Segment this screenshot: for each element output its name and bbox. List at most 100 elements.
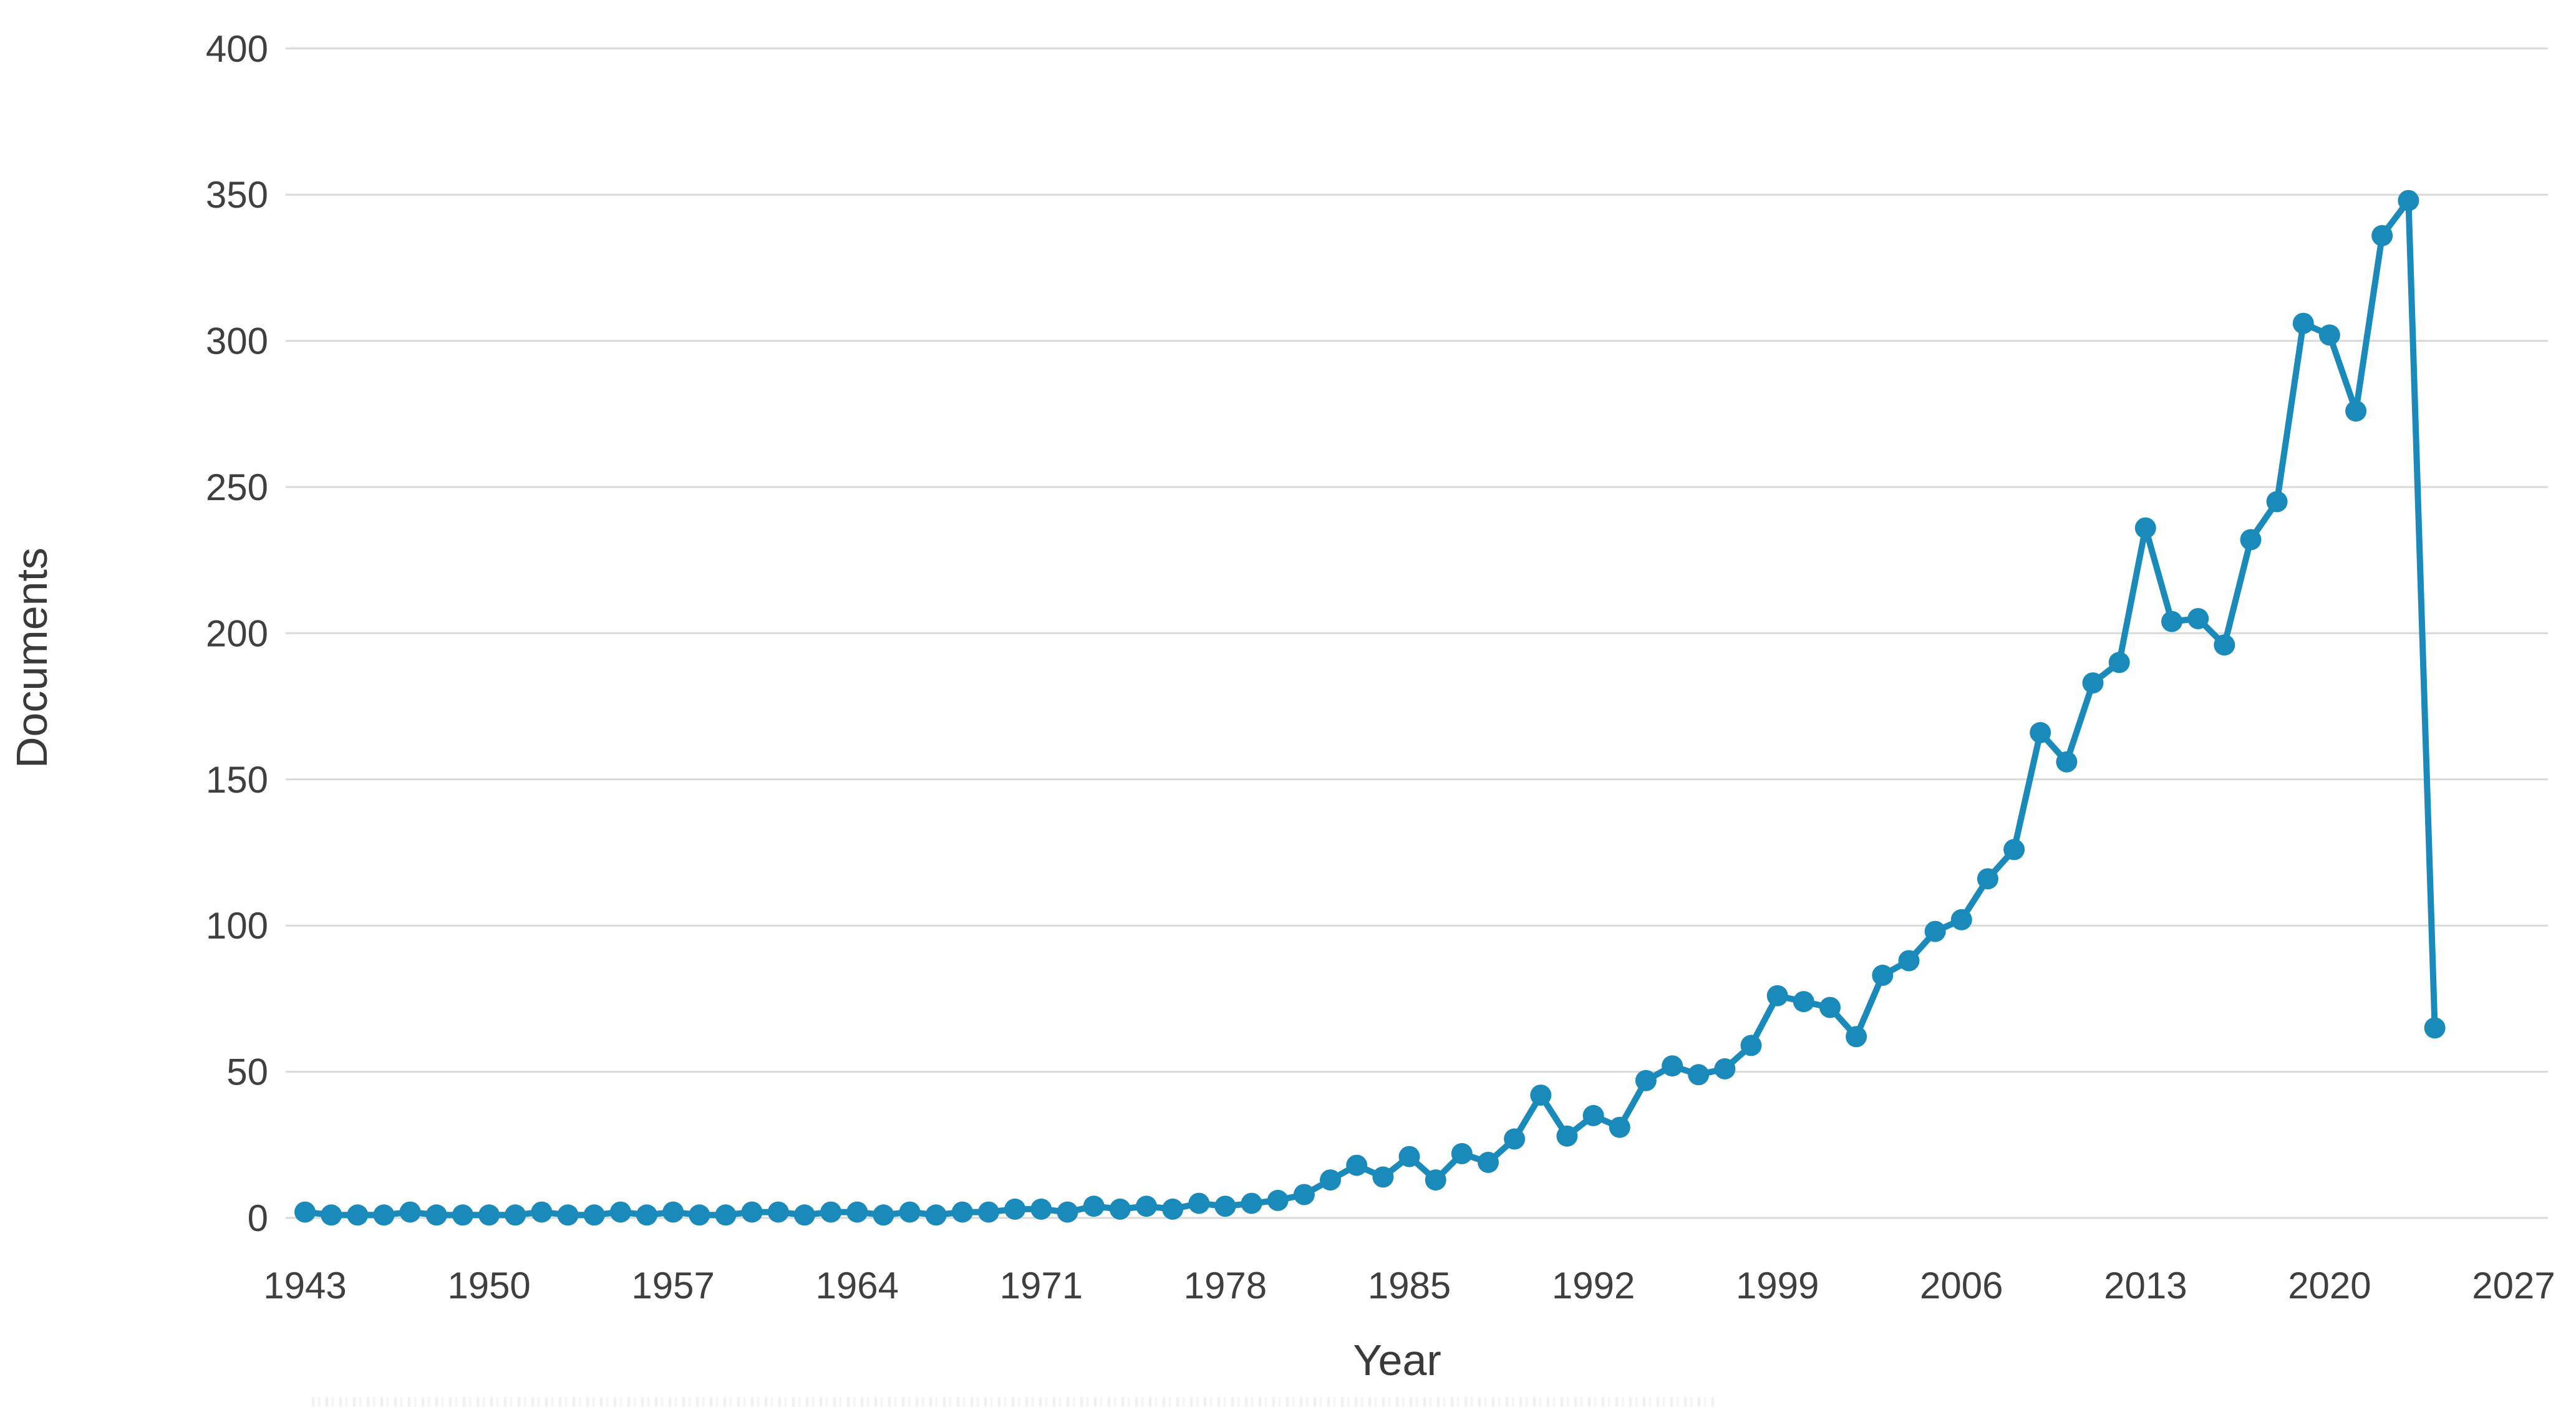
- data-point[interactable]: [1582, 1104, 1604, 1126]
- data-point[interactable]: [1057, 1201, 1078, 1223]
- data-point[interactable]: [347, 1204, 369, 1226]
- x-tick-label: 1992: [1552, 1265, 1635, 1306]
- data-point[interactable]: [899, 1201, 921, 1223]
- data-point[interactable]: [2030, 722, 2051, 743]
- data-point[interactable]: [1924, 920, 1946, 942]
- y-tick-label: 0: [248, 1197, 268, 1239]
- data-point[interactable]: [2056, 751, 2078, 773]
- data-point[interactable]: [1320, 1169, 1341, 1191]
- data-point[interactable]: [2345, 400, 2367, 422]
- data-point[interactable]: [873, 1204, 894, 1226]
- data-point[interactable]: [1635, 1070, 1657, 1091]
- data-point[interactable]: [1083, 1195, 1105, 1217]
- data-point[interactable]: [636, 1204, 657, 1226]
- data-point[interactable]: [2161, 611, 2182, 632]
- x-tick-label: 1950: [447, 1265, 530, 1306]
- data-point[interactable]: [1136, 1195, 1157, 1217]
- data-point[interactable]: [2187, 608, 2209, 629]
- data-point[interactable]: [1950, 909, 1972, 930]
- y-tick-label: 200: [206, 612, 268, 654]
- data-point[interactable]: [1162, 1198, 1184, 1220]
- data-point[interactable]: [1425, 1169, 1446, 1191]
- data-point[interactable]: [2424, 1017, 2446, 1039]
- data-point[interactable]: [505, 1204, 526, 1226]
- data-point[interactable]: [2214, 634, 2235, 656]
- gridline-group: [286, 47, 2548, 1219]
- data-point[interactable]: [1714, 1058, 1736, 1079]
- data-point[interactable]: [1819, 997, 1841, 1018]
- y-tick-label: 400: [206, 28, 268, 70]
- data-point[interactable]: [1740, 1035, 1762, 1056]
- data-point[interactable]: [452, 1204, 473, 1226]
- data-point[interactable]: [1346, 1154, 1368, 1176]
- y-tick-label: 150: [206, 759, 268, 801]
- data-point[interactable]: [1109, 1198, 1131, 1220]
- data-point[interactable]: [1188, 1192, 1210, 1214]
- data-point[interactable]: [2003, 839, 2025, 861]
- data-point[interactable]: [1214, 1195, 1236, 1217]
- data-point[interactable]: [1372, 1166, 1394, 1188]
- data-point[interactable]: [1398, 1146, 1420, 1167]
- data-point[interactable]: [2108, 652, 2130, 674]
- data-point[interactable]: [2398, 190, 2419, 211]
- data-point[interactable]: [2134, 517, 2156, 539]
- data-point[interactable]: [531, 1201, 553, 1223]
- data-point[interactable]: [767, 1201, 789, 1223]
- data-point[interactable]: [715, 1204, 737, 1226]
- data-point[interactable]: [1898, 950, 1920, 972]
- data-point[interactable]: [1766, 985, 1788, 1007]
- data-point[interactable]: [1977, 868, 1998, 890]
- data-point[interactable]: [1872, 964, 1894, 986]
- x-axis-tick-labels: 1943 1950 1957 1964 1971 1978 1985 1992 1999 2006…: [263, 1265, 2555, 1306]
- data-point[interactable]: [820, 1201, 842, 1223]
- data-point[interactable]: [1293, 1184, 1315, 1205]
- x-tick-label: 2027: [2472, 1265, 2555, 1306]
- data-point[interactable]: [1688, 1064, 1710, 1086]
- y-axis-title: Documents: [7, 548, 56, 768]
- data-point[interactable]: [321, 1204, 342, 1226]
- data-point[interactable]: [2266, 491, 2288, 513]
- data-point[interactable]: [2371, 225, 2393, 246]
- data-point[interactable]: [1609, 1116, 1630, 1138]
- data-point[interactable]: [2240, 529, 2262, 551]
- data-point[interactable]: [1451, 1142, 1473, 1164]
- data-point[interactable]: [689, 1204, 710, 1226]
- data-point[interactable]: [583, 1204, 605, 1226]
- data-point[interactable]: [1241, 1192, 1262, 1214]
- x-tick-label: 1999: [1736, 1265, 1819, 1306]
- data-point[interactable]: [373, 1204, 395, 1226]
- data-point[interactable]: [478, 1204, 500, 1226]
- data-point[interactable]: [793, 1204, 815, 1226]
- data-point[interactable]: [1793, 991, 1814, 1013]
- data-point[interactable]: [2318, 324, 2340, 346]
- data-point[interactable]: [951, 1201, 973, 1223]
- data-point[interactable]: [609, 1201, 631, 1223]
- y-tick-label: 250: [206, 466, 268, 508]
- data-point[interactable]: [294, 1201, 316, 1223]
- data-point[interactable]: [1556, 1125, 1578, 1147]
- x-tick-label: 1943: [263, 1265, 346, 1306]
- data-point[interactable]: [1030, 1198, 1052, 1220]
- data-point[interactable]: [1267, 1189, 1289, 1211]
- data-point[interactable]: [978, 1201, 999, 1223]
- data-point[interactable]: [846, 1201, 868, 1223]
- data-point[interactable]: [1846, 1026, 1867, 1048]
- data-point[interactable]: [425, 1204, 447, 1226]
- data-point[interactable]: [2082, 672, 2104, 694]
- data-line: [302, 197, 2438, 1219]
- data-point[interactable]: [1530, 1084, 1552, 1106]
- data-point[interactable]: [662, 1201, 684, 1223]
- data-point[interactable]: [399, 1201, 421, 1223]
- data-point[interactable]: [557, 1204, 579, 1226]
- y-axis-tick-labels: 0 50 100 150 200 250 300 350 400: [206, 28, 268, 1239]
- data-point[interactable]: [1004, 1198, 1026, 1220]
- data-point[interactable]: [1504, 1128, 1526, 1150]
- data-point[interactable]: [925, 1204, 947, 1226]
- x-tick-label: 2013: [2104, 1265, 2187, 1306]
- data-point[interactable]: [2292, 312, 2314, 334]
- data-point[interactable]: [1662, 1055, 1683, 1077]
- x-axis-title: Year: [1353, 1336, 1441, 1384]
- data-point[interactable]: [741, 1201, 763, 1223]
- data-point[interactable]: [1478, 1151, 1499, 1173]
